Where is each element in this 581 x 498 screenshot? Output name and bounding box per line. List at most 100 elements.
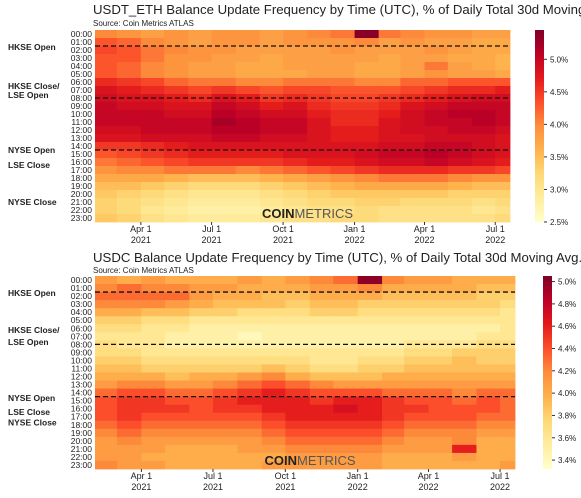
- heat-cell: [307, 166, 331, 175]
- heat-cell: [141, 292, 166, 301]
- heat-cell: [261, 284, 286, 293]
- heat-cell: [211, 78, 237, 87]
- heat-cell: [424, 38, 449, 47]
- heat-cell: [95, 150, 118, 159]
- heat-cell: [283, 54, 308, 63]
- heat-cell: [164, 102, 189, 111]
- heat-cell: [237, 372, 263, 381]
- heat-cell: [447, 190, 473, 199]
- heat-cell: [404, 396, 429, 406]
- heat-cell: [283, 134, 308, 143]
- heat-cell: [400, 134, 425, 143]
- heat-cell: [424, 30, 449, 39]
- heat-cell: [424, 54, 449, 63]
- heat-cell: [354, 30, 380, 39]
- heat-cell: [428, 324, 453, 333]
- heat-cell: [476, 284, 501, 293]
- heat-cell: [400, 166, 425, 175]
- heat-cell: [400, 30, 425, 39]
- heat-cell: [237, 276, 263, 285]
- heat-cell: [261, 396, 286, 406]
- session-annotation: HKSE Open: [8, 288, 56, 298]
- heat-cell: [500, 452, 516, 462]
- y-tick-label: 13:00: [71, 380, 93, 390]
- y-tick-label: 23:00: [71, 213, 93, 223]
- heat-cell: [333, 284, 359, 293]
- heat-cell: [447, 78, 473, 87]
- heat-cell: [140, 54, 165, 63]
- heat-cell: [261, 308, 286, 317]
- heat-cell: [424, 214, 449, 223]
- heat-cell: [333, 460, 359, 470]
- heat-cell: [117, 396, 142, 406]
- heat-cell: [237, 300, 263, 309]
- heat-cell: [354, 70, 380, 79]
- heat-cell: [259, 174, 284, 183]
- heat-cell: [165, 412, 190, 422]
- heat-cell: [188, 166, 212, 175]
- heat-cell: [140, 198, 165, 207]
- heat-cell: [165, 364, 190, 373]
- heat-cell: [235, 118, 261, 127]
- heat-cell: [211, 142, 237, 151]
- heat-cell: [428, 412, 453, 422]
- heat-cell: [235, 142, 261, 151]
- heat-cell: [261, 428, 286, 438]
- heat-cell: [424, 118, 449, 127]
- heat-cell: [382, 284, 405, 293]
- heat-cell: [212, 428, 238, 438]
- heat-cell: [357, 292, 383, 301]
- heat-cell: [500, 332, 516, 341]
- heat-cell: [357, 396, 383, 406]
- heat-cell: [283, 118, 308, 127]
- heat-cell: [237, 308, 263, 317]
- heat-cell: [400, 38, 425, 47]
- y-tick-label: 22:00: [71, 452, 93, 462]
- heat-cell: [354, 102, 380, 111]
- heat-cell: [116, 214, 142, 223]
- heat-cell: [235, 126, 261, 135]
- heat-cell: [164, 134, 189, 143]
- heat-cell: [452, 444, 477, 454]
- heat-cell: [95, 166, 118, 175]
- heat-cell: [95, 102, 118, 111]
- heat-cell: [495, 182, 511, 191]
- heat-cell: [495, 62, 511, 71]
- heat-cell: [354, 214, 380, 223]
- heat-cell: [235, 78, 261, 87]
- heat-cell: [237, 436, 263, 446]
- chart-title: USDC Balance Update Frequency by Time (U…: [93, 250, 581, 265]
- heat-cell: [285, 308, 311, 317]
- heat-cell: [212, 388, 238, 398]
- heat-cell: [307, 174, 331, 183]
- heat-cell: [357, 444, 383, 454]
- y-tick-label: 09:00: [71, 101, 93, 111]
- heat-cell: [330, 134, 355, 143]
- heat-cell: [452, 292, 477, 301]
- heat-cell: [285, 412, 311, 422]
- heat-cell: [140, 134, 165, 143]
- heat-cell: [235, 62, 261, 71]
- heat-cell: [354, 86, 380, 95]
- heat-cell: [141, 380, 166, 389]
- heat-cell: [378, 118, 401, 127]
- heat-cell: [378, 70, 401, 79]
- heat-cell: [283, 110, 308, 119]
- heat-cell: [447, 158, 473, 167]
- heat-cell: [140, 174, 165, 183]
- heat-cell: [476, 332, 501, 341]
- heat-cell: [188, 214, 212, 223]
- heat-cell: [116, 166, 142, 175]
- heat-cell: [164, 110, 189, 119]
- heat-cell: [357, 308, 383, 317]
- x-tick-label: Apr 1 2022: [418, 471, 440, 492]
- heat-cell: [285, 420, 311, 430]
- heat-cell: [140, 150, 165, 159]
- heat-cell: [285, 436, 311, 446]
- heat-cell: [140, 62, 165, 71]
- heat-cell: [354, 158, 380, 167]
- heat-cell: [188, 46, 212, 55]
- heat-cell: [378, 150, 401, 159]
- heat-cell: [333, 356, 359, 365]
- heat-cell: [330, 182, 355, 191]
